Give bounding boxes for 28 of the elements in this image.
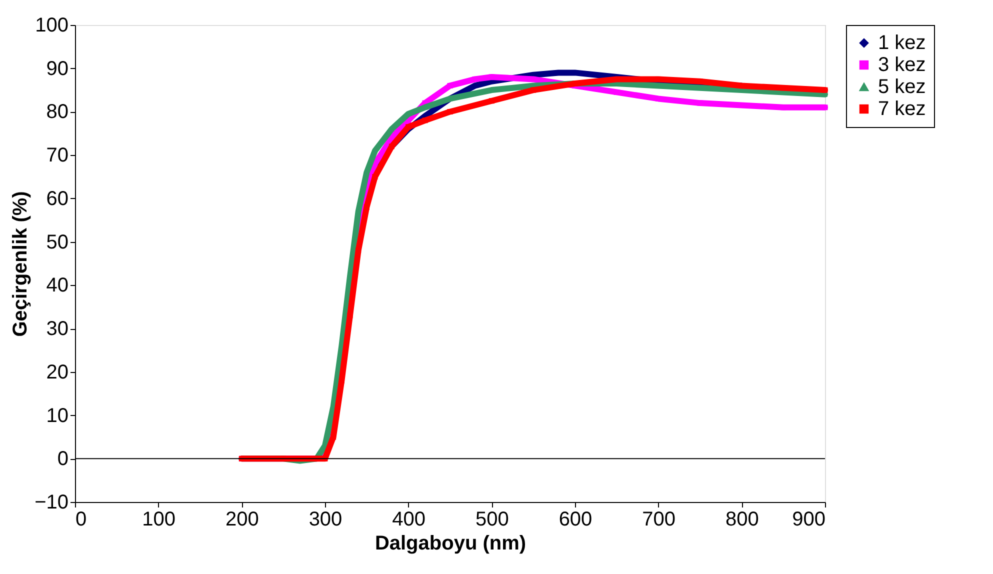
y-tick-label: 70 <box>46 144 68 167</box>
x-tick-label: 200 <box>225 508 259 530</box>
y-tick-label: 0 <box>57 448 68 470</box>
x-tick-label: 100 <box>142 508 176 530</box>
legend-label: 3 kez <box>878 54 926 76</box>
x-tick-label: 900 <box>792 508 826 530</box>
x-tick-label: 400 <box>392 508 426 530</box>
x-tick-label: 700 <box>642 508 676 530</box>
y-tick-label: 90 <box>46 58 68 80</box>
y-tick-label: 30 <box>46 318 68 340</box>
x-tick-label: 300 <box>308 508 342 530</box>
legend-label: 7 kez <box>878 98 926 120</box>
x-tick-label: 0 <box>76 508 87 530</box>
y-axis-title: Geçirgenlik (%) <box>10 191 32 337</box>
y-tick-label: 60 <box>46 188 68 210</box>
y-tick-label: 80 <box>46 101 68 124</box>
x-axis-title: Dalgaboyu (nm) <box>374 532 526 554</box>
y-tick-label: −10 <box>34 492 68 514</box>
y-tick-label: 100 <box>35 14 68 36</box>
x-tick-label: 600 <box>558 508 592 530</box>
x-tick-label: 800 <box>725 508 759 530</box>
y-tick-label: 40 <box>46 274 68 297</box>
legend-label: 1 kez <box>878 32 926 54</box>
legend-label: 5 kez <box>878 76 926 98</box>
y-tick-label: 50 <box>46 231 68 254</box>
x-tick-label: 500 <box>475 508 509 530</box>
y-tick-label: 10 <box>46 404 68 427</box>
y-tick-label: 20 <box>46 361 68 384</box>
